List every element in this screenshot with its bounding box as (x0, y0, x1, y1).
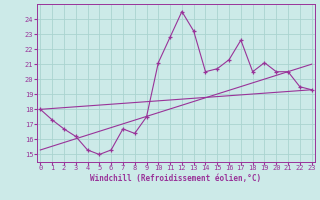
X-axis label: Windchill (Refroidissement éolien,°C): Windchill (Refroidissement éolien,°C) (91, 174, 261, 183)
